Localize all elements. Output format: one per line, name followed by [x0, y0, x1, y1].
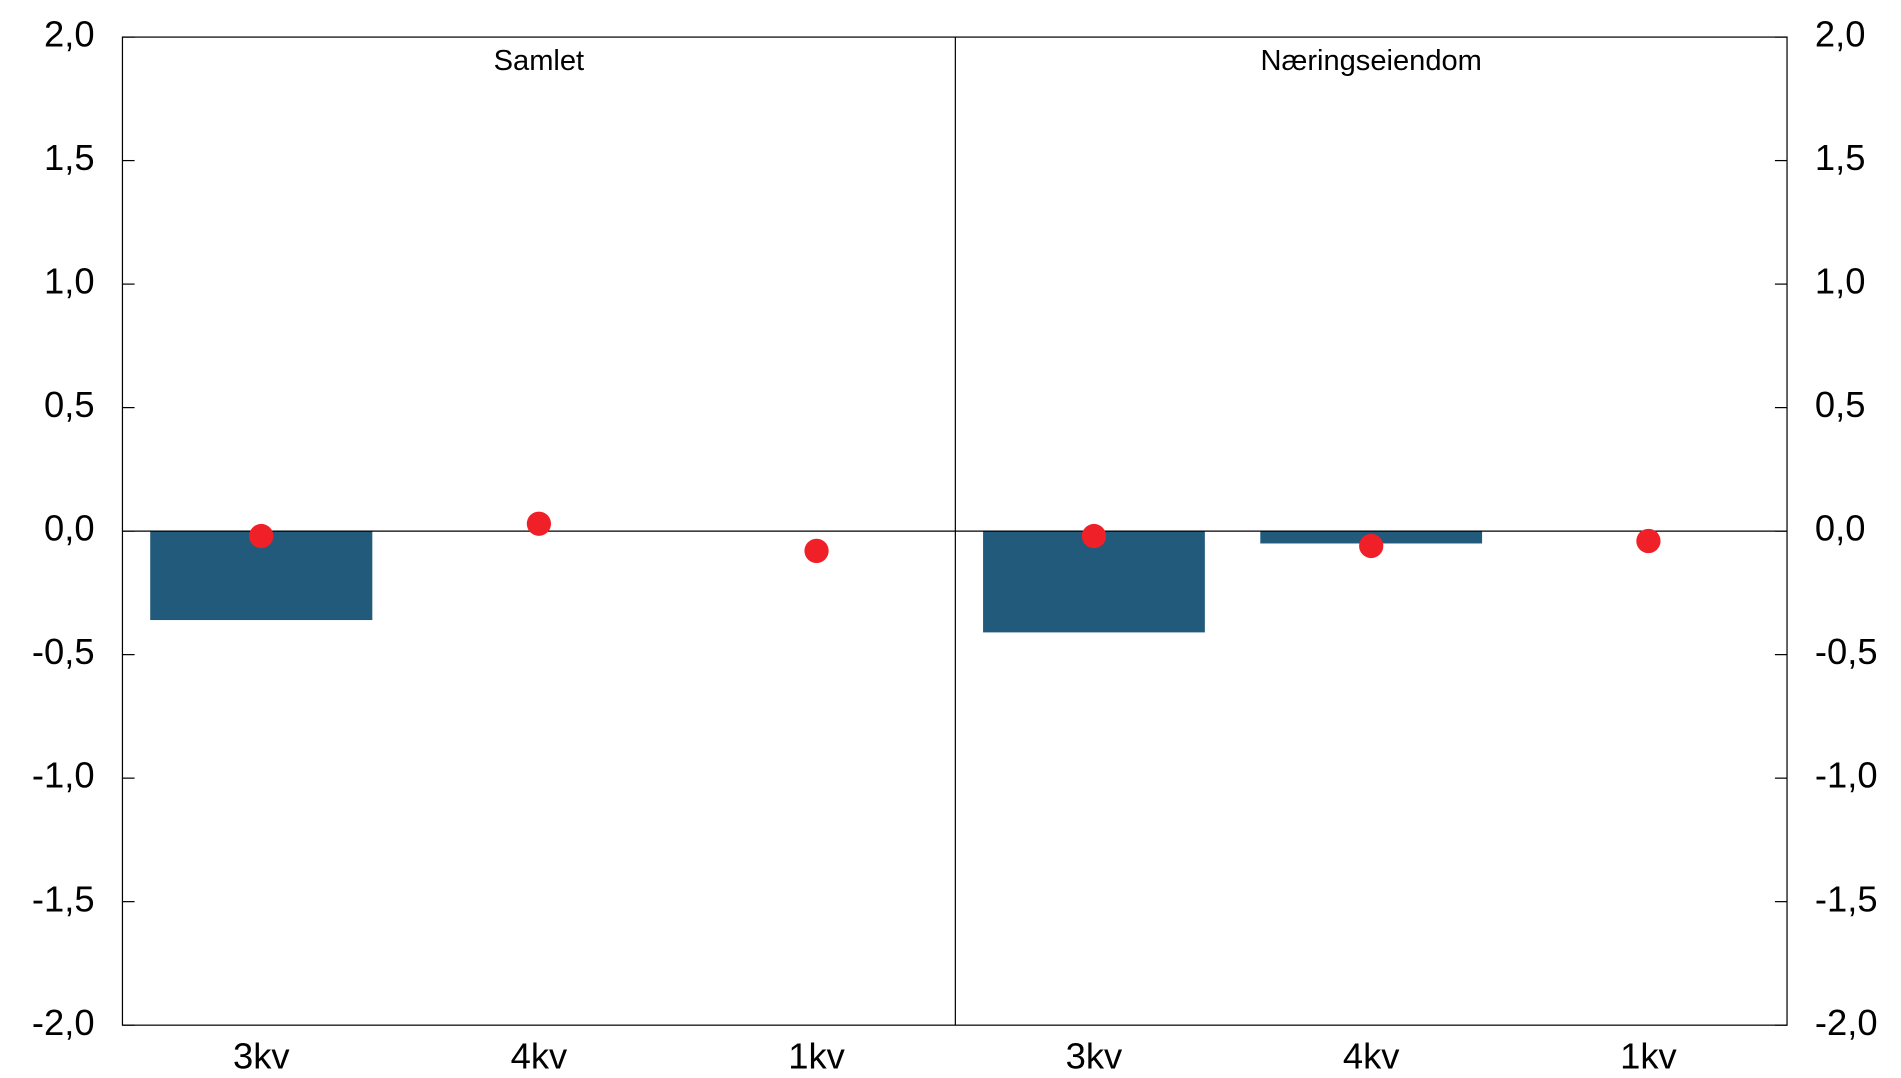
x-tick-label: 3kv: [233, 1036, 290, 1077]
dot: [249, 523, 274, 549]
y-tick-label: -1,5: [32, 878, 95, 919]
x-tick-label: 1kv: [1620, 1036, 1677, 1077]
y-tick-label: 1,0: [44, 261, 95, 302]
dot: [1636, 528, 1661, 554]
y-tick-label: 1,0: [1815, 261, 1866, 302]
y-tick-label: -2,0: [1815, 1002, 1878, 1043]
y-tick-label: -1,0: [1815, 755, 1878, 796]
y-tick-label: -0,5: [1815, 631, 1878, 672]
x-tick-label: 4kv: [1343, 1036, 1400, 1077]
y-tick-label: 0,5: [1815, 384, 1866, 425]
y-tick-label: 1,5: [1815, 137, 1866, 178]
y-tick-label: 0,0: [1815, 508, 1866, 549]
y-tick-label: -1,5: [1815, 878, 1878, 919]
y-tick-label: 2,0: [44, 14, 95, 55]
x-tick-label: 1kv: [788, 1036, 845, 1077]
dot: [526, 511, 552, 536]
y-tick-label: -1,0: [32, 755, 95, 796]
y-tick-label: -0,5: [32, 631, 95, 672]
x-tick-label: 4kv: [511, 1036, 568, 1077]
y-tick-label: 0,5: [44, 384, 95, 425]
y-tick-label: 2,0: [1815, 14, 1866, 55]
dot: [804, 538, 829, 564]
y-tick-label: 0,0: [44, 508, 95, 549]
panel-title: Samlet: [494, 45, 585, 77]
dot: [1359, 533, 1384, 559]
x-tick-label: 3kv: [1066, 1036, 1123, 1077]
dot: [1081, 523, 1107, 549]
y-tick-label: -2,0: [32, 1002, 95, 1043]
y-tick-label: 1,5: [44, 137, 95, 178]
panel-title: Næringseiendom: [1260, 45, 1481, 77]
